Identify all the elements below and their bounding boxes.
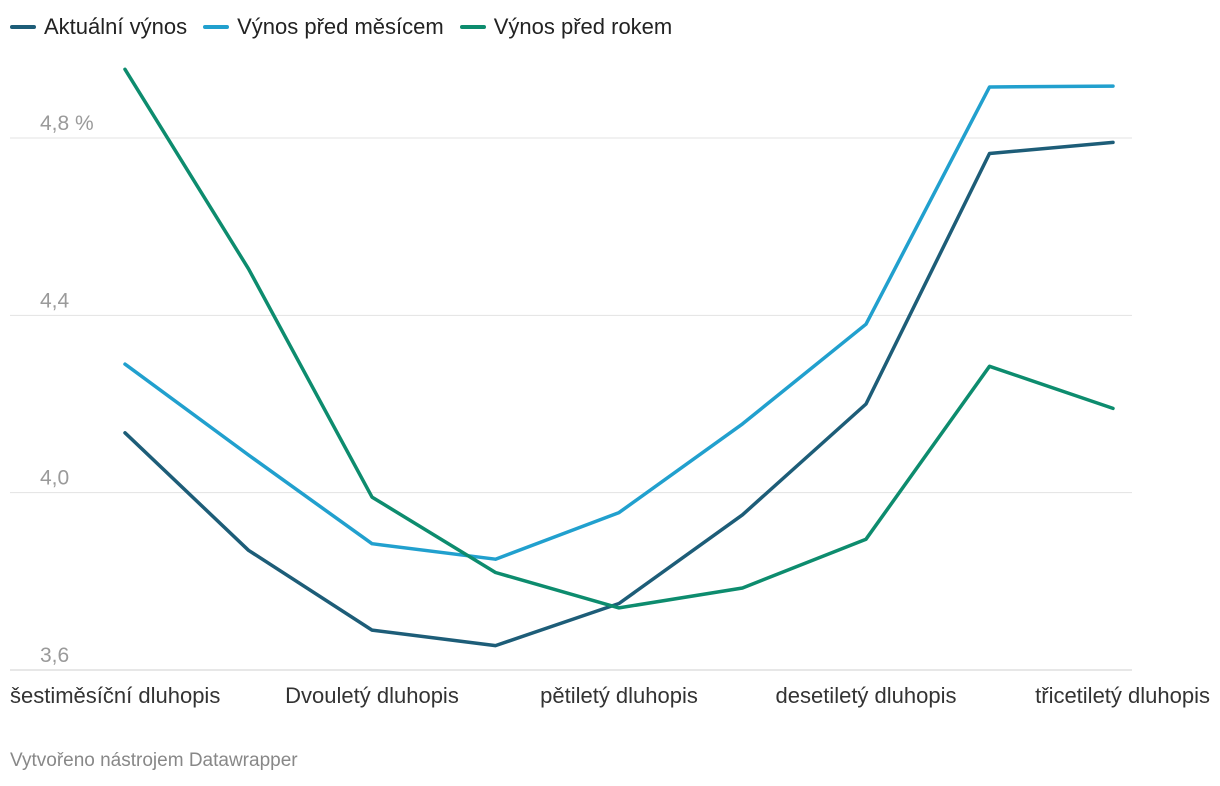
x-tick-label: pětiletý dluhopis — [540, 683, 698, 708]
y-tick-label: 4,8 % — [40, 112, 94, 135]
series-line-0 — [123, 140, 1115, 648]
x-axis-ticks: šestiměsíční dluhopis Dvouletý dluhopis pě… — [10, 683, 1210, 708]
legend-item-month-ago-yield: Výnos před měsícem — [203, 14, 444, 40]
series-line-1 — [123, 84, 1115, 561]
legend-swatch-current-yield — [10, 25, 36, 29]
x-tick-label: šestiměsíční dluhopis — [10, 683, 220, 708]
x-tick-label: Dvouletý dluhopis — [285, 683, 459, 708]
y-tick-label: 3,6 — [40, 644, 69, 667]
legend-swatch-year-ago-yield — [459, 25, 486, 29]
series-line-2 — [123, 67, 1115, 610]
footer-credit: Vytvořeno nástrojem Datawrapper — [10, 750, 298, 771]
x-tick-label: třicetiletý dluhopis — [1035, 683, 1210, 708]
legend-swatch-month-ago-yield — [203, 25, 230, 29]
y-axis-ticks: 3,6 4,0 4,4 4,8 % — [40, 112, 94, 667]
legend-label-month-ago-yield: Výnos před měsícem — [237, 14, 444, 39]
series-lines — [123, 67, 1115, 648]
legend-label-year-ago-yield: Výnos před rokem — [493, 14, 673, 39]
y-tick-label: 4,0 — [40, 467, 69, 490]
y-tick-label: 4,4 — [40, 289, 70, 312]
legend-label-current-yield: Aktuální výnos — [44, 14, 188, 39]
legend-item-current-yield: Aktuální výnos — [10, 14, 187, 40]
legend-item-year-ago-yield: Výnos před rokem — [459, 14, 673, 40]
x-tick-label: desetiletý dluhopis — [775, 683, 956, 708]
chart-legend: Aktuální výnos Výnos před měsícem Výnos … — [10, 14, 688, 40]
gridlines — [10, 137, 1132, 671]
